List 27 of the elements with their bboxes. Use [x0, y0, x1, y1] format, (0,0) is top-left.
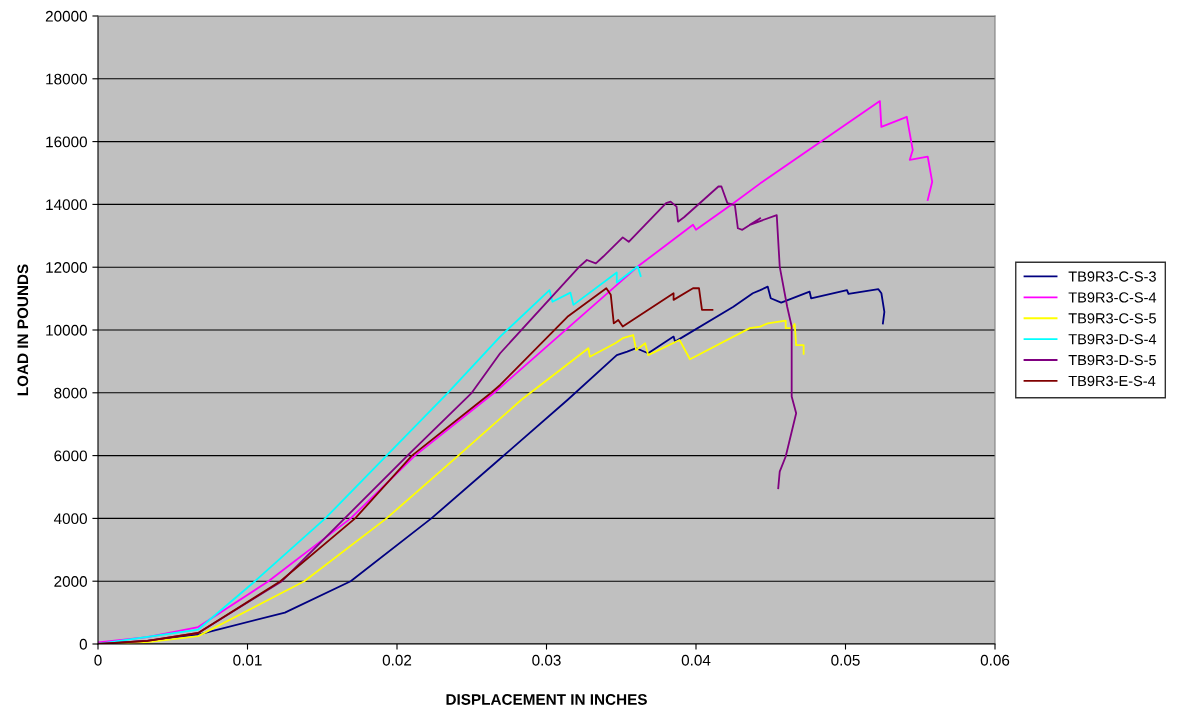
x-tick-label: 0.02: [382, 654, 412, 666]
legend-label: TB9R3-C-S-4: [1068, 292, 1157, 303]
legend-label: TB9R3-D-S-4: [1068, 334, 1157, 345]
legend-label: TB9R3-E-S-4: [1068, 375, 1156, 387]
y-tick-label: 0: [79, 638, 87, 650]
legend-label: TB9R3-D-S-5: [1068, 354, 1156, 366]
x-tick-label: 0.03: [532, 654, 561, 666]
y-tick-label: 20000: [45, 10, 87, 22]
y-tick-label: 18000: [46, 73, 87, 85]
x-tick-label: 0: [94, 654, 102, 666]
x-axis-title: DISPLACEMENT IN INCHES: [446, 694, 647, 705]
x-tick-label: 0.06: [980, 654, 1010, 666]
y-tick-label: 4000: [53, 513, 87, 525]
legend-label: TB9R3-C-S-5: [1068, 313, 1156, 324]
x-tick-label: 0.04: [681, 654, 711, 666]
x-tick-label: 0.01: [233, 654, 262, 666]
y-tick-label: 12000: [46, 262, 87, 273]
x-tick-label: 0.05: [831, 654, 860, 666]
y-tick-label: 6000: [54, 450, 87, 462]
y-tick-label: 14000: [46, 199, 87, 211]
y-tick-label: 2000: [54, 576, 87, 587]
y-axis-title: LOAD IN POUNDS: [17, 264, 29, 396]
y-tick-label: 16000: [46, 136, 87, 148]
y-tick-label: 10000: [46, 324, 87, 336]
line-series: [98, 100, 934, 644]
y-tick-label: 8000: [54, 387, 87, 399]
legend-label: TB9R3-C-S-3: [1068, 271, 1156, 282]
